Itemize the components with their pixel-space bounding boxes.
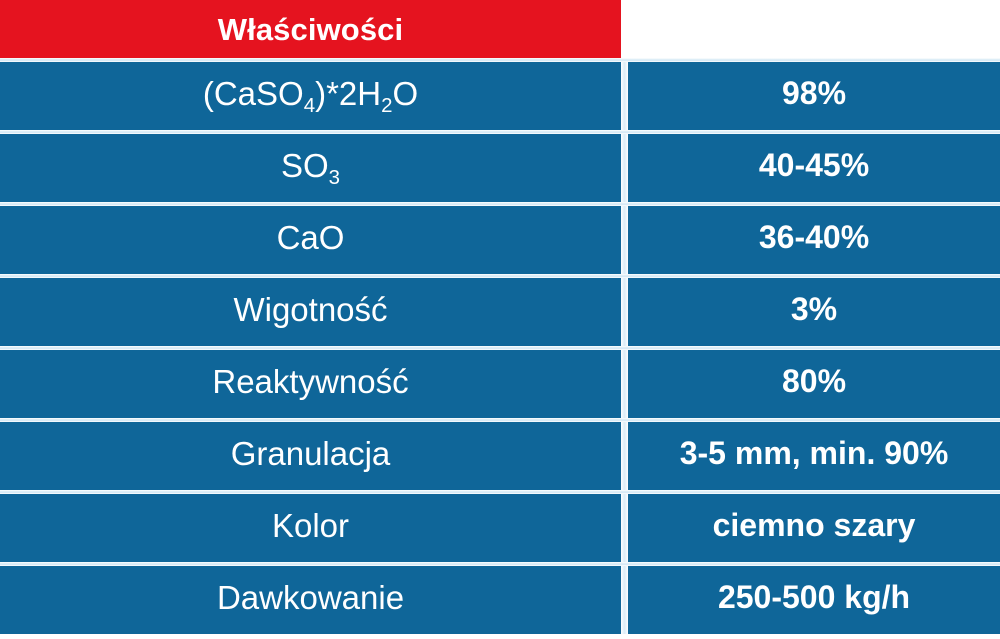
table-row: Granulacja 3-5 mm, min. 90% <box>0 418 1000 490</box>
row-value-cell: 250-500 kg/h <box>628 562 1000 634</box>
row-value-text: ciemno szary <box>712 507 916 544</box>
table-row: Reaktywność 80% <box>0 346 1000 418</box>
row-value-cell: 98% <box>628 58 1000 130</box>
row-value-cell: 3-5 mm, min. 90% <box>628 418 1000 490</box>
header-column-divider <box>621 0 628 58</box>
subscript: 3 <box>328 165 341 189</box>
row-value-text: 3-5 mm, min. 90% <box>679 435 949 472</box>
row-label-text: Dawkowanie <box>216 578 405 616</box>
row-value-text: 250-500 kg/h <box>717 579 911 616</box>
row-label-cell: Granulacja <box>0 418 621 490</box>
row-value-text: 3% <box>790 291 838 328</box>
table-row: Wigotność 3% <box>0 274 1000 346</box>
row-value-cell: 36-40% <box>628 202 1000 274</box>
table-row: CaO 36-40% <box>0 202 1000 274</box>
row-label-text: SO3 <box>280 146 341 189</box>
row-label-text: CaO <box>276 218 345 256</box>
table-header-row: Właściwości <box>0 0 1000 58</box>
row-value-text: 36-40% <box>758 219 870 256</box>
column-divider <box>621 562 628 634</box>
table-header-properties: Właściwości <box>0 0 621 58</box>
row-label-cell: Reaktywność <box>0 346 621 418</box>
row-label-cell: Dawkowanie <box>0 562 621 634</box>
column-divider <box>621 490 628 562</box>
row-label-cell: Kolor <box>0 490 621 562</box>
row-value-text: 80% <box>781 363 847 400</box>
row-label-text: Wigotność <box>233 290 388 328</box>
row-value-cell: 40-45% <box>628 130 1000 202</box>
row-value-cell: 3% <box>628 274 1000 346</box>
column-divider <box>621 274 628 346</box>
row-value-cell: ciemno szary <box>628 490 1000 562</box>
table-body: (CaSO4)*2H2O 98% SO3 40-45% CaO 36-40% <box>0 58 1000 634</box>
table-row: Dawkowanie 250-500 kg/h <box>0 562 1000 634</box>
row-value-cell: 80% <box>628 346 1000 418</box>
table-row: (CaSO4)*2H2O 98% <box>0 58 1000 130</box>
column-divider <box>621 418 628 490</box>
subscript: 4 <box>303 93 316 117</box>
table-bottom-edge <box>0 634 1000 639</box>
column-divider <box>621 130 628 202</box>
table-row: Kolor ciemno szary <box>0 490 1000 562</box>
row-label-text: Granulacja <box>230 434 391 472</box>
column-divider <box>621 58 628 130</box>
row-label-text: (CaSO4)*2H2O <box>202 74 419 117</box>
row-label-text: Kolor <box>271 506 350 544</box>
row-label-cell: Wigotność <box>0 274 621 346</box>
row-label-cell: CaO <box>0 202 621 274</box>
table-row: SO3 40-45% <box>0 130 1000 202</box>
row-label-cell: SO3 <box>0 130 621 202</box>
table-header-properties-label: Właściwości <box>217 11 404 47</box>
column-divider <box>621 202 628 274</box>
row-label-text: Reaktywność <box>212 362 409 400</box>
row-label-cell: (CaSO4)*2H2O <box>0 58 621 130</box>
column-divider <box>621 346 628 418</box>
row-value-text: 40-45% <box>758 147 870 184</box>
table-header-value <box>628 0 1000 58</box>
subscript: 2 <box>381 93 393 117</box>
row-value-text: 98% <box>781 75 847 112</box>
